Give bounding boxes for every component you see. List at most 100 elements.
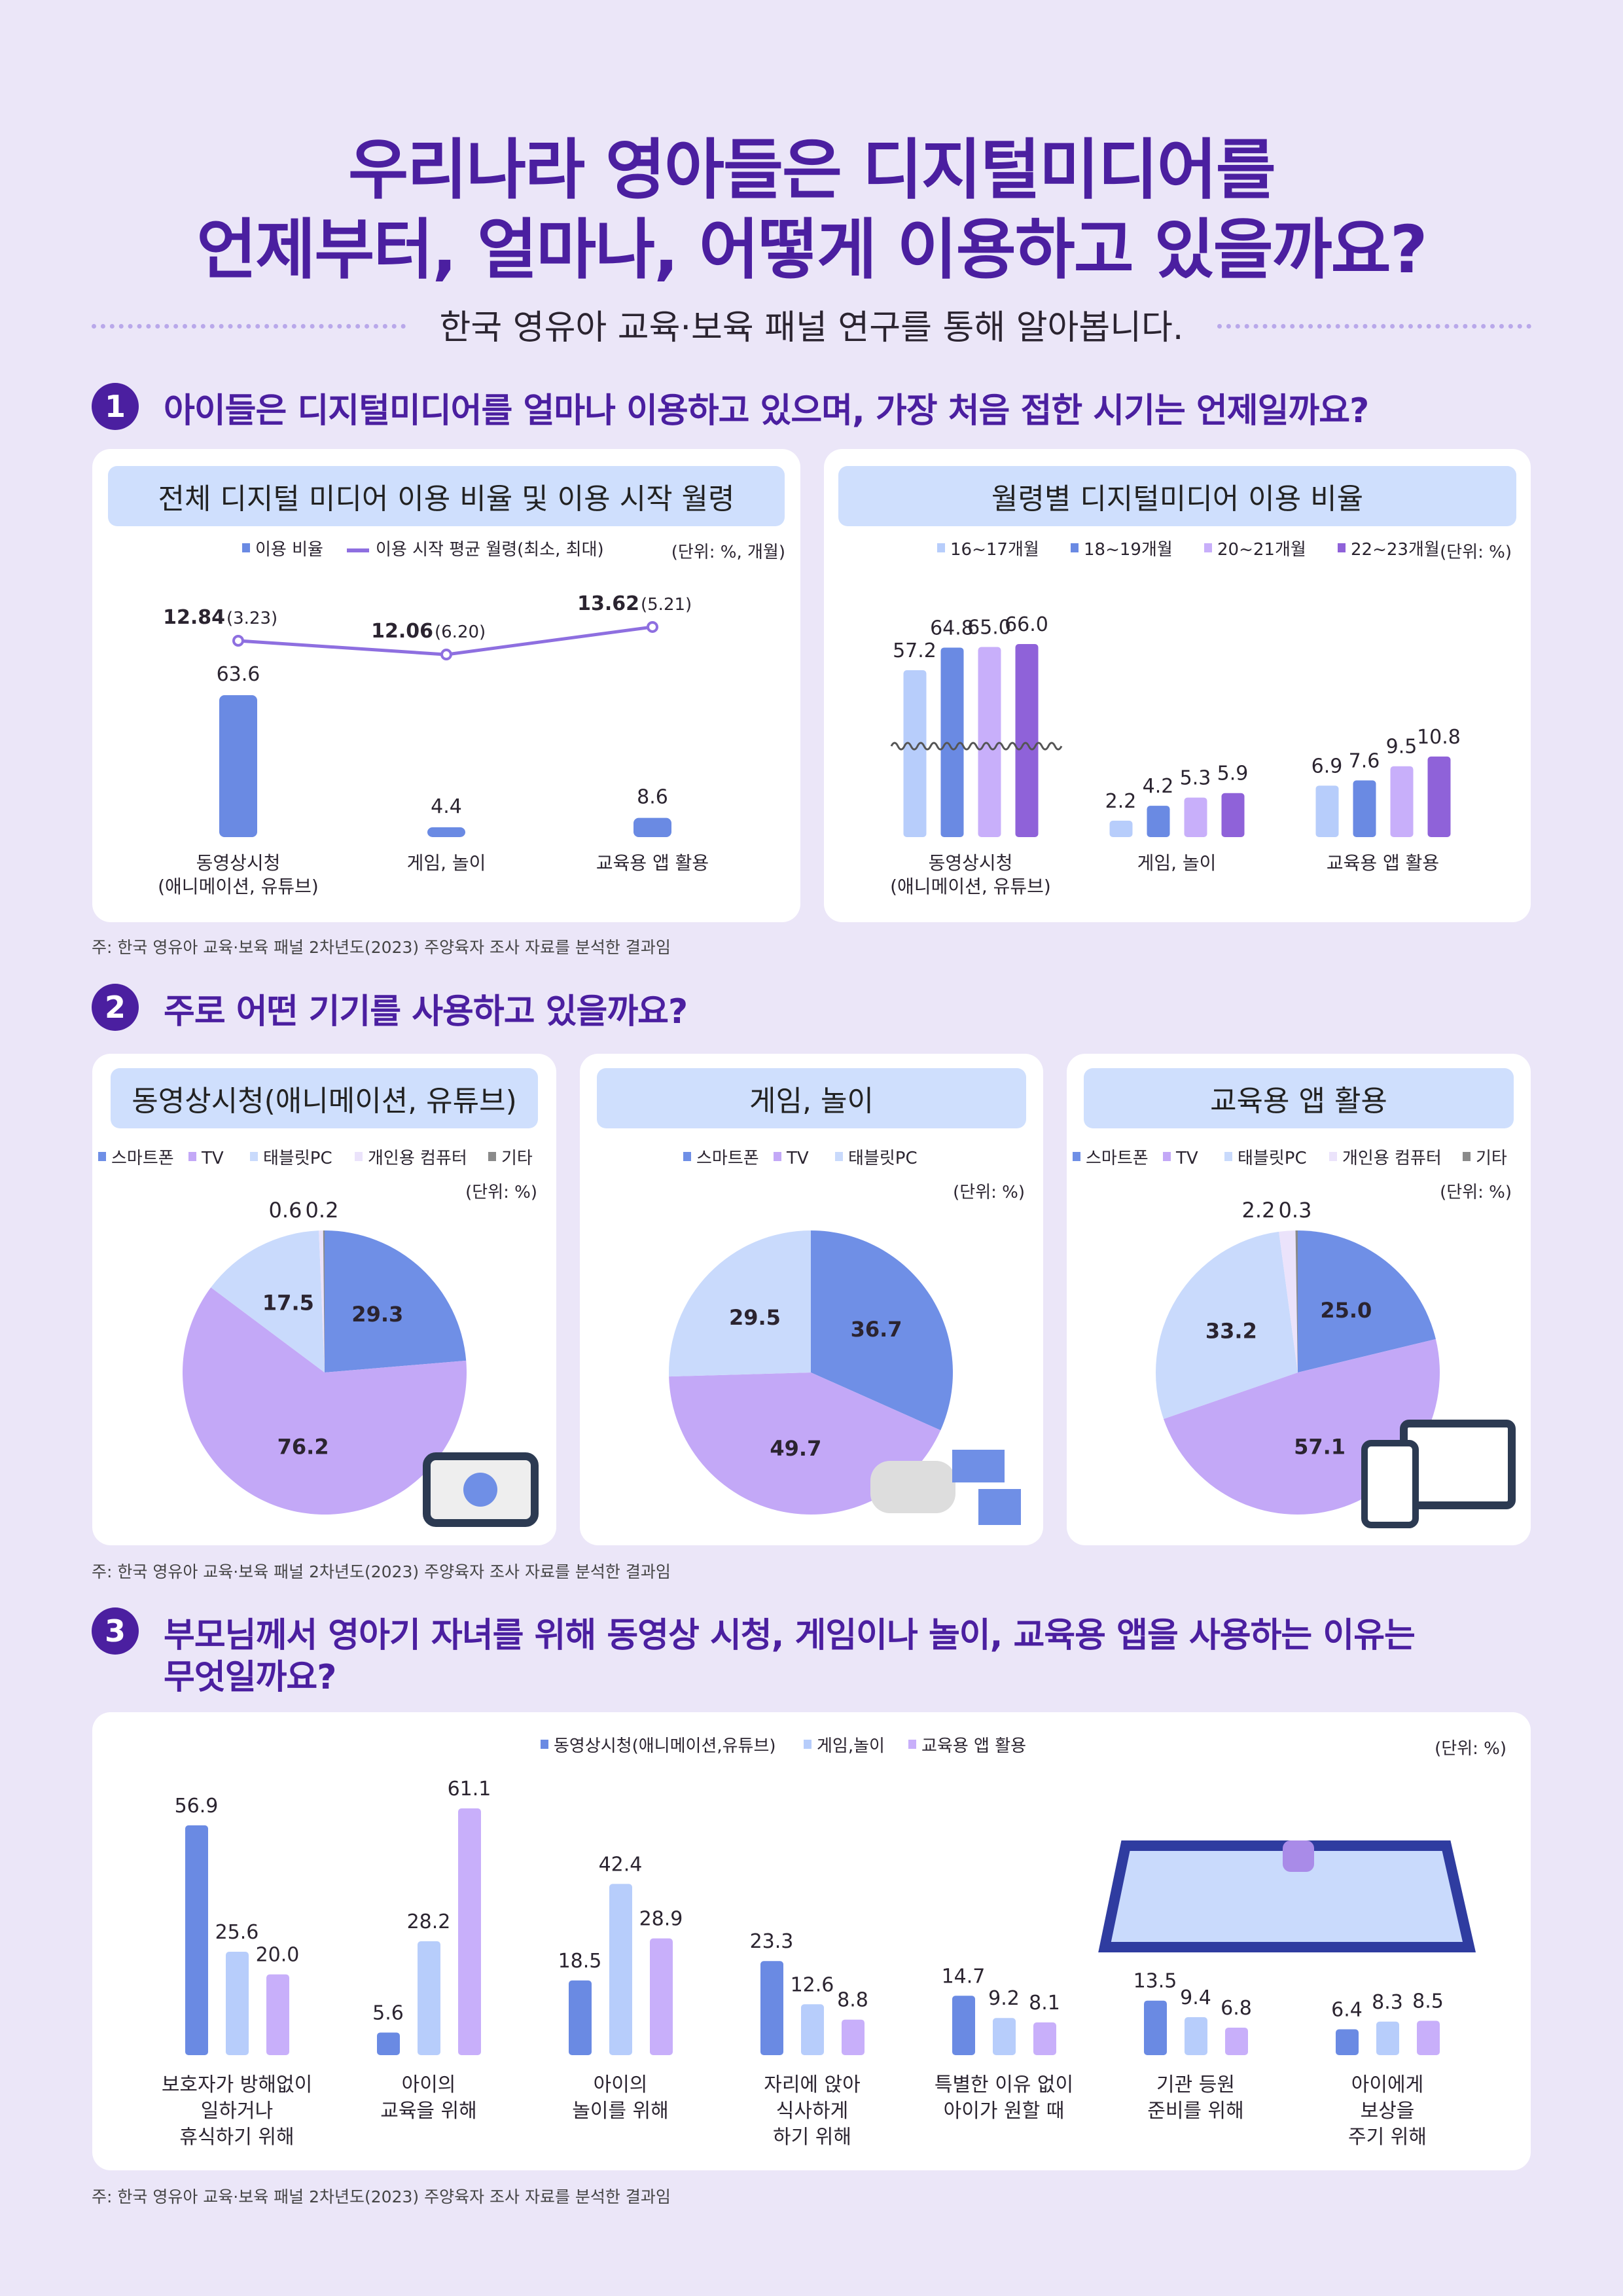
- bar: [609, 1884, 632, 2055]
- legend-devices-label: 태블릿PC: [848, 1149, 918, 1168]
- pie-slice: [183, 1287, 467, 1515]
- legend-devices-swatch: [188, 1152, 196, 1161]
- bar-value-label: 25.6: [215, 1921, 259, 1944]
- unit-label: (단위: %): [465, 1183, 537, 1202]
- bar-value-label: 8.3: [1372, 1991, 1403, 2014]
- gamepad-icon: [870, 1461, 955, 1513]
- bar: [1109, 820, 1133, 837]
- play-icon: [1283, 1840, 1314, 1872]
- legend-reasons-label: 동영상시청(애니메이션,유튜브): [554, 1736, 776, 1756]
- section-heading-cont: 무엇일까요?: [164, 1658, 336, 1697]
- line-point: [232, 635, 244, 647]
- line-point: [440, 649, 452, 661]
- legend-devices-swatch: [1329, 1152, 1337, 1161]
- category-label: (애니메이션, 유튜브): [158, 876, 319, 897]
- legend-devices-swatch: [488, 1152, 496, 1161]
- line-range-label: (3.23): [226, 609, 277, 628]
- bar: [903, 670, 927, 837]
- category-label: 기관 등원: [1156, 2073, 1235, 2096]
- bar-value-label: 7.6: [1349, 749, 1380, 772]
- pie-slice: [211, 1230, 325, 1372]
- legend-by-age-label: 20~21개월: [1217, 540, 1306, 560]
- bar-value-label: 5.3: [1180, 767, 1211, 790]
- pie-value-label: 2.2: [1242, 1198, 1275, 1223]
- bar: [185, 1825, 208, 2055]
- bar: [1185, 2017, 1207, 2055]
- card-title: 교육용 앱 활용: [1084, 1068, 1514, 1128]
- category-label: 자리에 앉아: [764, 2073, 861, 2096]
- category-label: 게임, 놀이: [1137, 852, 1217, 874]
- pie-slice: [1298, 1230, 1436, 1372]
- legend-devices-label: 기타: [1476, 1149, 1507, 1168]
- section-number: 1: [92, 383, 139, 430]
- section-heading: 아이들은 디지털미디어를 얼마나 이용하고 있으며, 가장 처음 접한 시기는 …: [164, 391, 1369, 431]
- bar-value-label: 6.9: [1311, 755, 1343, 778]
- bar: [1184, 797, 1207, 837]
- legend-devices-label: 태블릿PC: [1238, 1149, 1307, 1168]
- bar-value-label: 2.2: [1105, 790, 1137, 813]
- category-label: 보상을: [1361, 2100, 1415, 2123]
- block-toy-icon: [952, 1450, 1005, 1482]
- bar: [418, 1941, 440, 2055]
- monitor-icon: [1400, 1420, 1516, 1509]
- legend-devices-label: TV: [1175, 1149, 1198, 1168]
- legend-by-age-swatch: [1204, 543, 1212, 552]
- section-number: 2: [92, 984, 139, 1031]
- legend-devices-swatch: [250, 1152, 258, 1161]
- divider: [92, 324, 406, 329]
- bar: [1147, 806, 1170, 837]
- category-label: 동영상시청: [929, 852, 1013, 874]
- bar-value-label: 12.6: [791, 1973, 834, 1996]
- pie-slice: [325, 1230, 467, 1372]
- bar-value-label: 18.5: [558, 1950, 602, 1973]
- bar: [458, 1808, 481, 2055]
- bar: [842, 2019, 865, 2055]
- block-toy-icon: [978, 1489, 1021, 1525]
- legend-reasons-label: 교육용 앱 활용: [921, 1736, 1026, 1756]
- section-heading: 주로 어떤 기기를 사용하고 있을까요?: [164, 992, 688, 1031]
- bar-value-label: 14.7: [942, 1965, 986, 1988]
- legend-devices-swatch: [1163, 1152, 1171, 1161]
- bar-value-label: 65.0: [967, 617, 1011, 639]
- legend-devices-swatch: [1463, 1152, 1471, 1161]
- legend-overall-swatch: [347, 548, 369, 552]
- bar: [1033, 2022, 1056, 2055]
- bar: [1015, 644, 1039, 837]
- bar: [226, 1952, 249, 2055]
- bar-value-label: 8.8: [837, 1989, 868, 2012]
- bar: [569, 1980, 592, 2055]
- card-title: 동영상시청(애니메이션, 유튜브): [111, 1068, 538, 1128]
- line-range-label: (5.21): [641, 595, 692, 615]
- legend-devices-swatch: [1224, 1152, 1232, 1161]
- unit-label: (단위: %): [1440, 1183, 1512, 1202]
- line-value-label: 12.06: [371, 620, 433, 643]
- chart-card-overall: 전체 디지털 미디어 이용 비율 및 이용 시작 월령: [92, 449, 800, 922]
- category-label: 주기 위해: [1348, 2126, 1427, 2149]
- line-point: [647, 620, 658, 633]
- category-label: 일하거나: [201, 2100, 273, 2123]
- legend-by-age-swatch: [1071, 543, 1079, 552]
- unit-label: (단위: %, 개월): [671, 543, 785, 562]
- category-label: 하기 위해: [773, 2126, 851, 2149]
- category-label: 아이가 원할 때: [944, 2100, 1065, 2123]
- pie-value-label: 76.2: [277, 1435, 329, 1460]
- bar: [1221, 793, 1245, 837]
- legend-devices-label: 스마트폰: [696, 1149, 759, 1168]
- bar: [760, 1961, 783, 2055]
- axis-break-mark: [890, 742, 1063, 751]
- bar-value-label: 8.6: [637, 786, 668, 809]
- category-label: 아이의: [402, 2073, 456, 2096]
- bar: [266, 1974, 289, 2055]
- category-label: 교육을 위해: [380, 2100, 477, 2123]
- bar-value-label: 66.0: [1005, 613, 1048, 636]
- category-label: 아이에게: [1351, 2073, 1423, 2096]
- legend-by-age-swatch: [937, 543, 945, 552]
- tablet-illustration: [1098, 1840, 1476, 1952]
- footnote: 주: 한국 영유아 교육·보육 패널 2차년도(2023) 주양육자 조사 자료…: [92, 938, 671, 957]
- unit-label: (단위: %): [1440, 543, 1512, 562]
- card-title: 월령별 디지털미디어 이용 비율: [838, 466, 1516, 526]
- legend-reasons-label: 게임,놀이: [817, 1736, 885, 1756]
- bar-value-label: 6.4: [1331, 1999, 1363, 2022]
- bar-value-label: 6.8: [1221, 1997, 1252, 2020]
- legend-devices-swatch: [98, 1152, 106, 1161]
